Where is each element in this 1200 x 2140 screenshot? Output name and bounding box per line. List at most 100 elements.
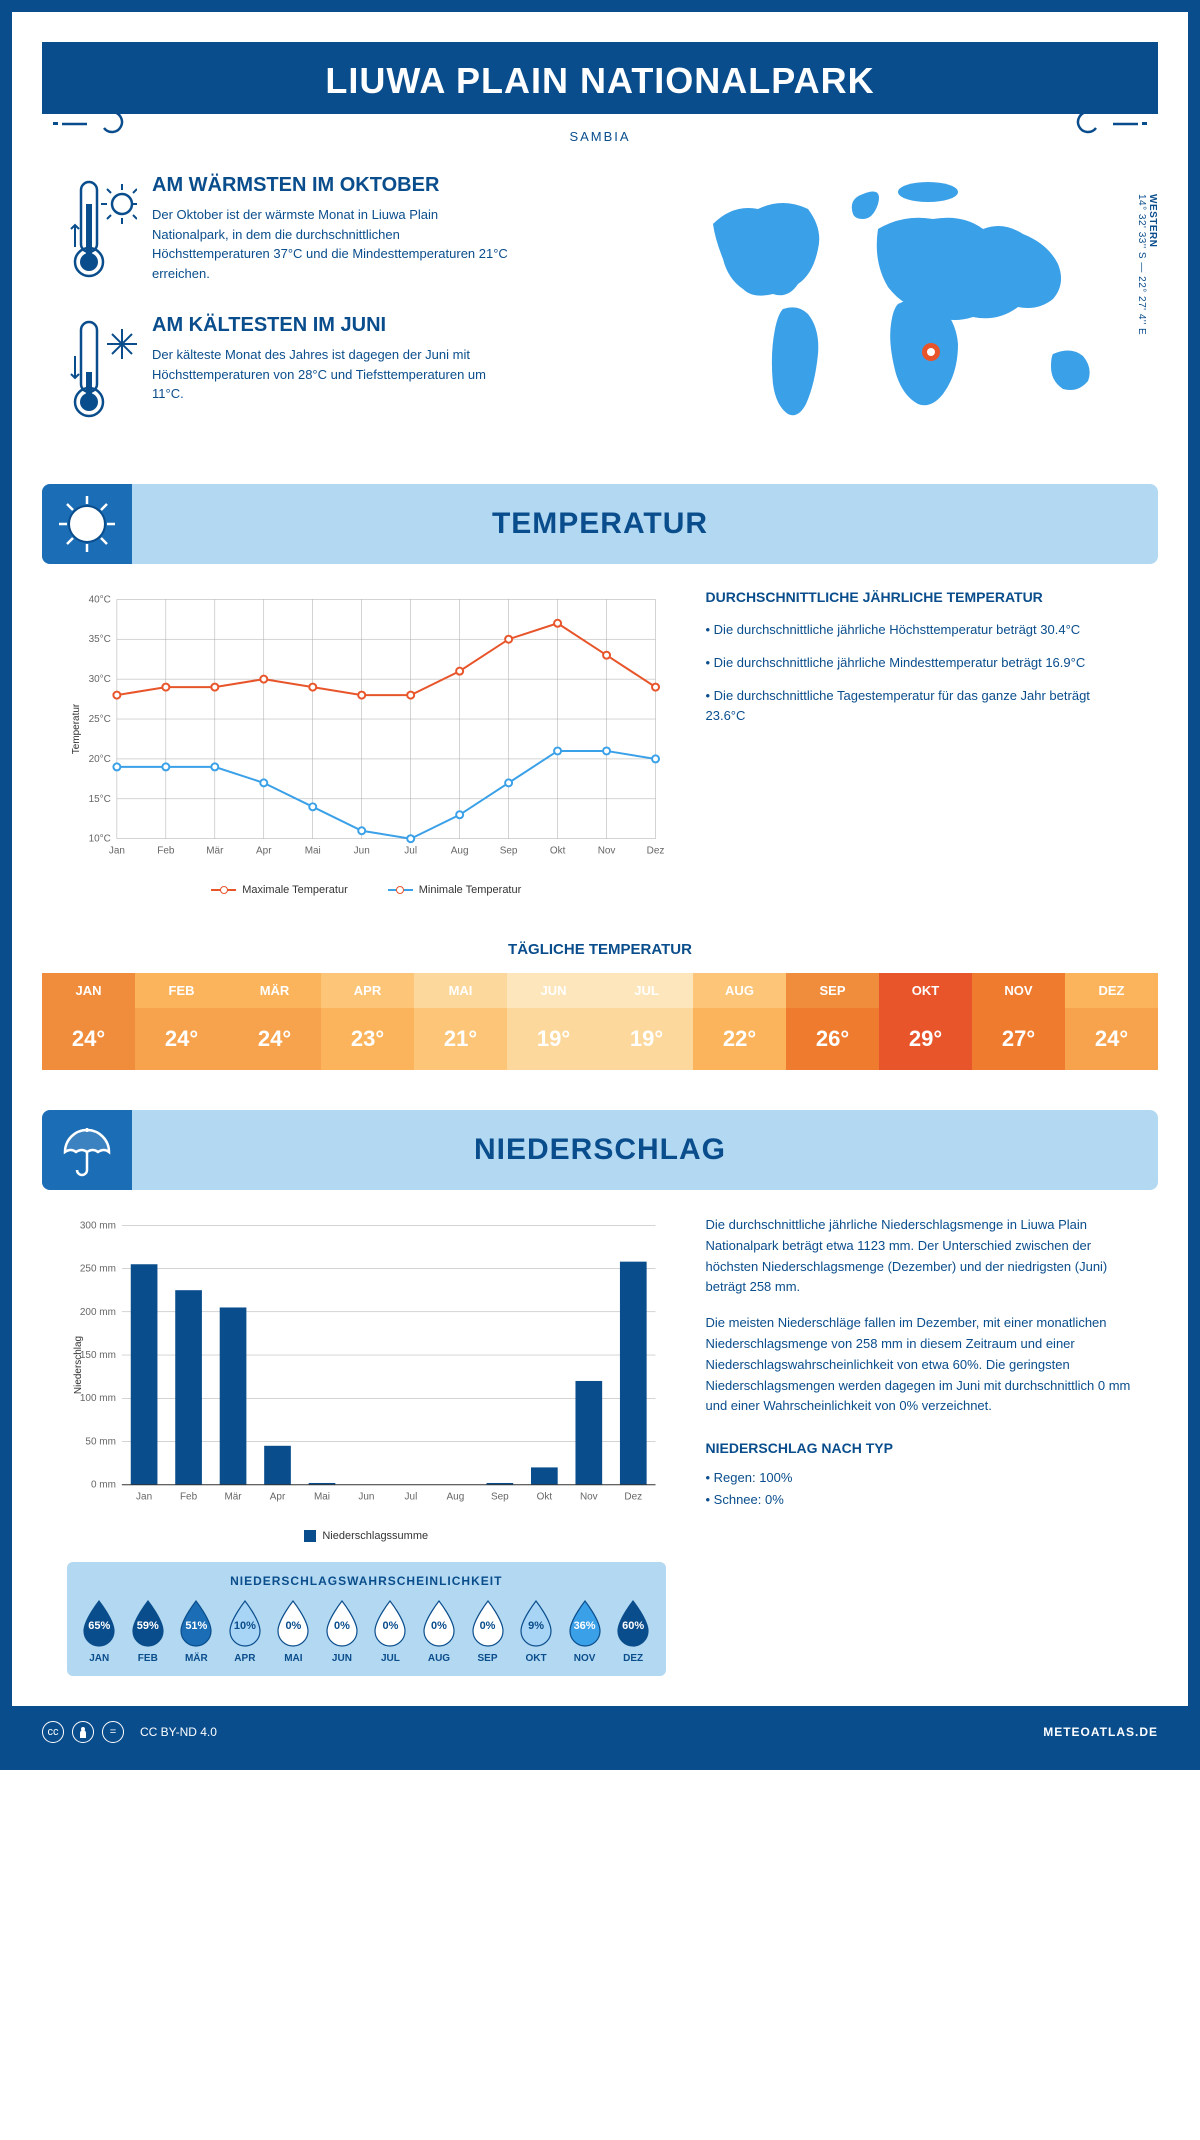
temp-col: JAN 24° [42, 973, 135, 1070]
svg-text:Temperatur: Temperatur [71, 703, 82, 754]
temperature-legend: .legend-swatch:nth-child(1)::after{borde… [67, 884, 666, 896]
temperature-line-chart: 10°C 15°C 20°C 25°C 30°C 35°C 40°C Jan Feb Mär Apr… [67, 589, 666, 896]
prob-drop: 65% JAN [79, 1598, 119, 1664]
temp-col: FEB 24° [135, 973, 228, 1070]
nd-icon: = [102, 1721, 124, 1743]
license-text: CC BY-ND 4.0 [140, 1725, 217, 1739]
prob-drop: 60% DEZ [613, 1598, 653, 1664]
svg-text:Sep: Sep [500, 846, 518, 857]
svg-text:0 mm: 0 mm [91, 1480, 116, 1491]
svg-text:Nov: Nov [580, 1492, 598, 1503]
svg-text:Mär: Mär [206, 846, 224, 857]
prob-drop: 0% JUL [370, 1598, 410, 1664]
svg-text:Aug: Aug [451, 846, 469, 857]
temp-col: APR 23° [321, 973, 414, 1070]
svg-text:Niederschlag: Niederschlag [73, 1336, 84, 1394]
prob-drop: 9% OKT [516, 1598, 556, 1664]
prob-drop: 0% AUG [419, 1598, 459, 1664]
svg-text:10°C: 10°C [89, 834, 111, 845]
svg-text:Mai: Mai [305, 846, 321, 857]
thermometer-cold-icon [67, 314, 137, 429]
temp-col: DEZ 24° [1065, 973, 1158, 1070]
svg-text:300 mm: 300 mm [80, 1220, 116, 1231]
svg-text:Dez: Dez [624, 1492, 642, 1503]
prob-drop: 0% JUN [322, 1598, 362, 1664]
temp-col: JUL 19° [600, 973, 693, 1070]
coordinates: WESTERN 14° 32' 33'' S — 22° 27' 4'' E [1136, 194, 1158, 335]
prob-drop: 10% APR [225, 1598, 265, 1664]
top-info-row: AM WÄRMSTEN IM OKTOBER Der Oktober ist d… [12, 174, 1188, 484]
svg-text:Apr: Apr [270, 1492, 286, 1503]
svg-text:Feb: Feb [157, 846, 175, 857]
precipitation-bar-chart: 0 mm 50 mm 100 mm 150 mm 200 mm 250 mm 300 mm J… [67, 1215, 666, 1542]
warmest-title: AM WÄRMSTEN IM OKTOBER [152, 174, 512, 197]
svg-text:Aug: Aug [447, 1492, 465, 1503]
coldest-block: AM KÄLTESTEN IM JUNI Der kälteste Monat … [67, 314, 653, 429]
svg-text:20°C: 20°C [89, 754, 111, 765]
svg-text:Okt: Okt [550, 846, 566, 857]
temperature-title: TEMPERATUR [492, 507, 708, 541]
prob-drop: 59% FEB [128, 1598, 168, 1664]
cc-icon: cc [42, 1721, 64, 1743]
svg-text:150 mm: 150 mm [80, 1350, 116, 1361]
daily-temp-table: JAN 24° FEB 24° MÄR 24° APR 23° MAI 21° … [42, 973, 1158, 1070]
prob-drop: 51% MÄR [176, 1598, 216, 1664]
svg-text:30°C: 30°C [89, 674, 111, 685]
svg-text:Apr: Apr [256, 846, 272, 857]
svg-text:Mär: Mär [224, 1492, 242, 1503]
svg-text:50 mm: 50 mm [85, 1436, 115, 1447]
svg-text:15°C: 15°C [89, 794, 111, 805]
svg-text:Feb: Feb [180, 1492, 198, 1503]
svg-text:25°C: 25°C [89, 714, 111, 725]
warmest-block: AM WÄRMSTEN IM OKTOBER Der Oktober ist d… [67, 174, 653, 289]
temp-col: NOV 27° [972, 973, 1065, 1070]
warmest-text: Der Oktober ist der wärmste Monat in Liu… [152, 205, 512, 283]
svg-text:250 mm: 250 mm [80, 1264, 116, 1275]
svg-text:Jul: Jul [404, 846, 417, 857]
prob-drop: 0% MAI [273, 1598, 313, 1664]
svg-text:40°C: 40°C [89, 594, 111, 605]
temp-col: SEP 26° [786, 973, 879, 1070]
svg-text:200 mm: 200 mm [80, 1307, 116, 1318]
umbrella-icon [42, 1110, 132, 1190]
svg-text:Okt: Okt [537, 1492, 553, 1503]
svg-text:Jun: Jun [358, 1492, 374, 1503]
by-icon [72, 1721, 94, 1743]
prob-drop: 36% NOV [565, 1598, 605, 1664]
daily-temp-title: TÄGLICHE TEMPERATUR [12, 941, 1188, 958]
svg-text:Dez: Dez [647, 846, 665, 857]
page-frame: LIUWA PLAIN NATIONALPARK SAMBIA AM WÄRMS… [0, 0, 1200, 1770]
svg-text:Mai: Mai [314, 1492, 330, 1503]
precipitation-title: NIEDERSCHLAG [474, 1133, 726, 1167]
prob-drop: 0% SEP [468, 1598, 508, 1664]
sun-icon [42, 484, 132, 564]
svg-text:Jan: Jan [136, 1492, 152, 1503]
page-title: LIUWA PLAIN NATIONALPARK [42, 60, 1158, 102]
world-map: WESTERN 14° 32' 33'' S — 22° 27' 4'' E [683, 174, 1133, 454]
temperature-section-header: TEMPERATUR [42, 484, 1158, 564]
svg-text:Sep: Sep [491, 1492, 509, 1503]
svg-text:100 mm: 100 mm [80, 1393, 116, 1404]
site-name: METEOATLAS.DE [1043, 1725, 1158, 1739]
page-subtitle: SAMBIA [12, 129, 1188, 144]
temp-col: JUN 19° [507, 973, 600, 1070]
svg-text:Jul: Jul [405, 1492, 418, 1503]
precipitation-legend: Niederschlagssumme [67, 1530, 666, 1542]
svg-text:Jun: Jun [354, 846, 370, 857]
temp-col: AUG 22° [693, 973, 786, 1070]
temp-col: MAI 21° [414, 973, 507, 1070]
temperature-description: DURCHSCHNITTLICHE JÄHRLICHE TEMPERATUR •… [706, 589, 1134, 896]
footer: cc = CC BY-ND 4.0 METEOATLAS.DE [12, 1706, 1188, 1758]
temp-col: OKT 29° [879, 973, 972, 1070]
coldest-title: AM KÄLTESTEN IM JUNI [152, 314, 512, 337]
svg-text:Jan: Jan [109, 846, 125, 857]
svg-text:35°C: 35°C [89, 634, 111, 645]
precipitation-probability-box: NIEDERSCHLAGSWAHRSCHEINLICHKEIT 65% JAN … [67, 1562, 666, 1676]
header-bar: LIUWA PLAIN NATIONALPARK [42, 42, 1158, 114]
precipitation-section-header: NIEDERSCHLAG [42, 1110, 1158, 1190]
precipitation-description: Die durchschnittliche jährliche Niedersc… [706, 1215, 1134, 1676]
svg-text:Nov: Nov [598, 846, 616, 857]
coldest-text: Der kälteste Monat des Jahres ist dagege… [152, 345, 512, 404]
temp-col: MÄR 24° [228, 973, 321, 1070]
thermometer-hot-icon [67, 174, 137, 289]
